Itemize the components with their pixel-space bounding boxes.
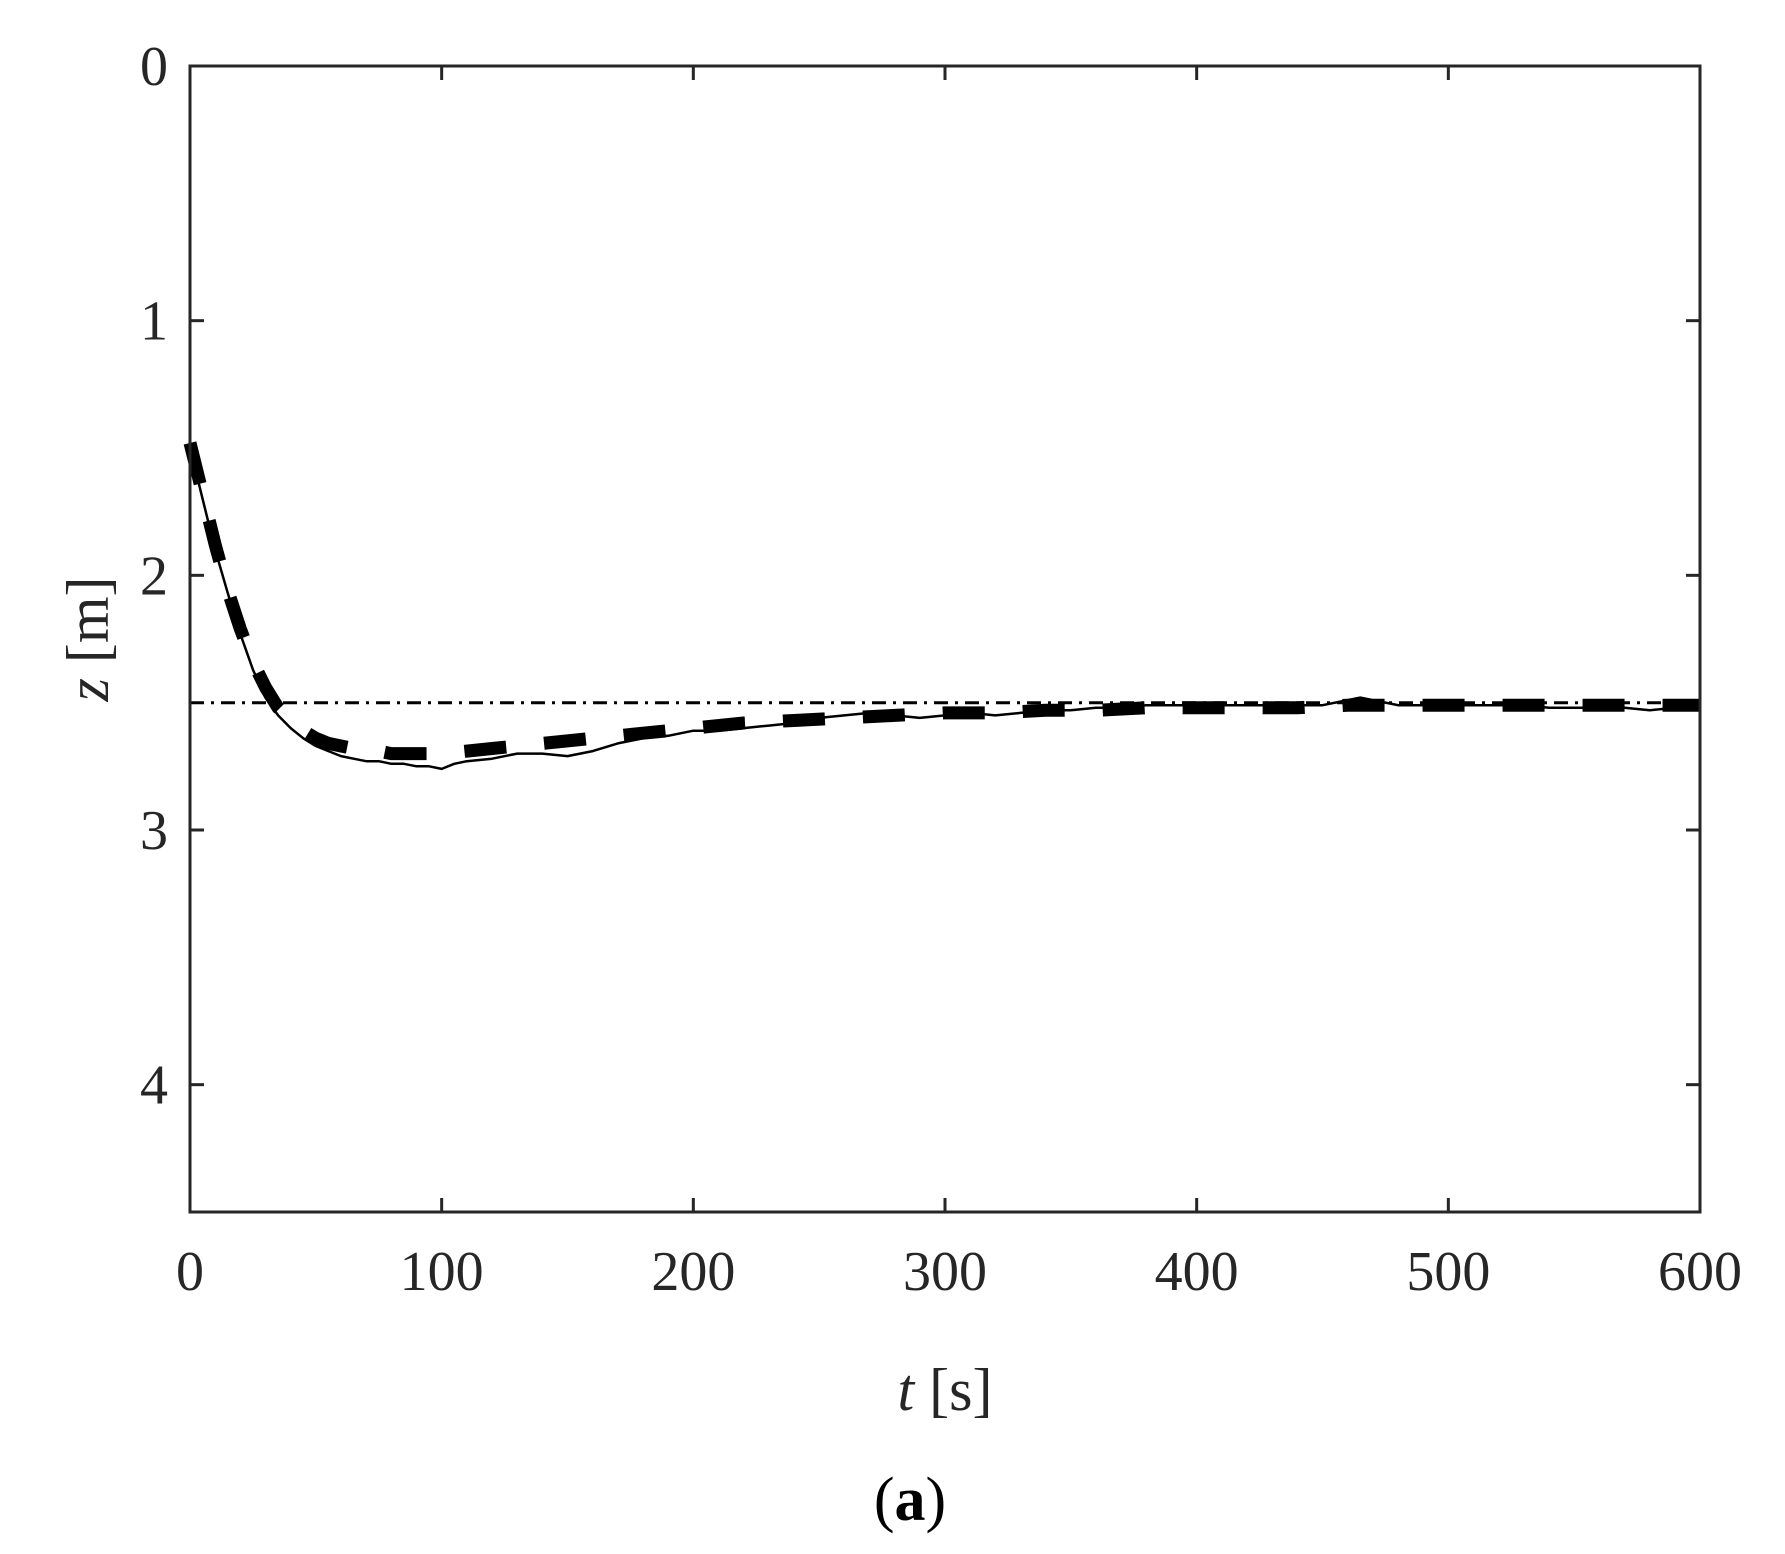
panel-label-open: ( xyxy=(874,1466,895,1534)
x-tick-label-4: 400 xyxy=(1155,1241,1239,1303)
x-tick-label-5: 500 xyxy=(1406,1241,1490,1303)
y-tick-label-3: 3 xyxy=(140,800,168,862)
panel-label: (a) xyxy=(874,1466,946,1534)
plot-frame xyxy=(188,64,1702,1214)
y-tick-label-0: 0 xyxy=(140,36,168,98)
y-tick-label-1: 1 xyxy=(140,291,168,353)
x-axis-unit: [s] xyxy=(914,1357,992,1423)
x-tick-label-6: 600 xyxy=(1658,1241,1742,1303)
x-tick-labels: 0 100 200 300 400 500 600 xyxy=(176,1241,1742,1303)
y-axis-variable: z xyxy=(55,678,121,702)
plot-background xyxy=(190,66,1700,1212)
x-tick-label-0: 0 xyxy=(176,1241,204,1303)
x-tick-label-3: 300 xyxy=(903,1241,987,1303)
x-tick-label-1: 100 xyxy=(400,1241,484,1303)
series-line-dashed-thick xyxy=(183,441,1700,761)
y-tick-label-4: 4 xyxy=(140,1055,168,1117)
y-tick-label-2: 2 xyxy=(140,545,168,607)
series-layer xyxy=(183,441,1702,771)
x-axis-label: t [s] xyxy=(898,1357,993,1423)
x-tick-label-2: 200 xyxy=(651,1241,735,1303)
panel-label-close: ) xyxy=(926,1466,947,1534)
y-axis-label: z [m] xyxy=(55,577,121,703)
panel-label-letter: a xyxy=(895,1466,926,1534)
y-axis-unit: [m] xyxy=(55,577,121,679)
y-tick-labels: 0 1 2 3 4 xyxy=(140,36,168,1117)
x-axis-variable: t xyxy=(898,1357,916,1423)
